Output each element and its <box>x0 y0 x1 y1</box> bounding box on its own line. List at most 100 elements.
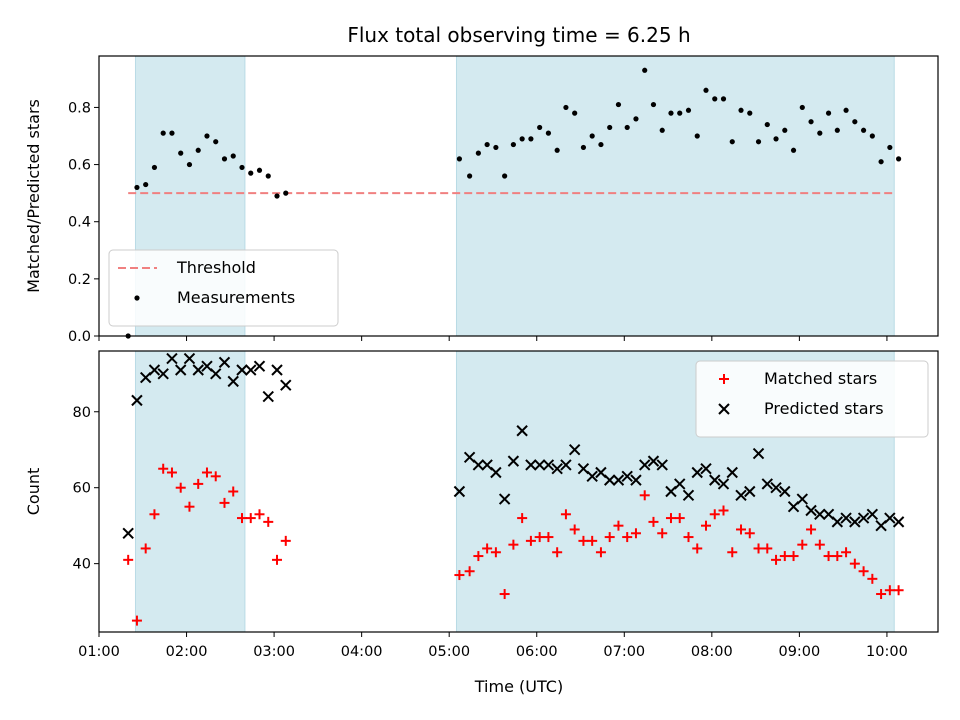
data-point <box>580 144 587 151</box>
x-b <box>271 364 283 376</box>
y-tick-label: 0.6 <box>68 158 91 174</box>
data-point <box>736 524 747 535</box>
data-point <box>204 133 210 139</box>
plot-frame <box>98 350 939 633</box>
x-b <box>280 379 292 391</box>
x-tick-label: 05:00 <box>428 644 470 660</box>
data-point <box>650 101 657 108</box>
y-tick-label: 0.4 <box>68 215 91 231</box>
series-matched-stars <box>123 463 904 626</box>
x-tick-label: 07:00 <box>603 644 645 660</box>
y-axis-label: Matched/Predicted stars <box>24 99 43 293</box>
data-point <box>551 463 563 475</box>
x-tick-label: 02:00 <box>166 644 208 660</box>
data-point <box>230 153 236 159</box>
data-point <box>166 467 177 478</box>
data-point <box>799 104 805 111</box>
data-point <box>755 139 762 145</box>
data-point <box>545 130 552 136</box>
data-point <box>484 141 490 148</box>
data-point <box>869 133 875 139</box>
x-b <box>175 364 187 376</box>
data-point <box>157 368 169 380</box>
data-point <box>475 150 481 156</box>
data-point <box>482 543 493 554</box>
data-point <box>852 119 858 125</box>
data-point <box>219 497 230 508</box>
data-point <box>502 173 508 179</box>
y-tick-label: 60 <box>73 481 91 497</box>
data-point <box>148 364 161 376</box>
y-tick-label: 0.8 <box>68 100 91 116</box>
data-point <box>841 547 852 558</box>
x-b <box>253 360 266 372</box>
top-panel: 0.0 0.2 0.4 0.6 0.8 Matched/Predicted stars Th… <box>24 55 939 345</box>
data-point <box>677 110 683 116</box>
x-b <box>166 352 178 365</box>
data-point <box>612 474 625 486</box>
data-point <box>472 459 485 471</box>
data-point <box>790 147 797 153</box>
data-point <box>253 360 266 372</box>
data-point <box>490 547 501 558</box>
data-point <box>744 485 756 498</box>
data-point <box>525 459 537 471</box>
data-point <box>169 130 175 136</box>
data-point <box>213 139 219 145</box>
data-point <box>892 516 905 528</box>
y-tick-label: 0.2 <box>68 272 91 288</box>
x-b <box>560 459 572 471</box>
x-b <box>892 516 905 528</box>
data-point <box>603 474 616 486</box>
data-point <box>517 513 528 524</box>
data-point <box>166 352 178 365</box>
x-b <box>805 504 817 517</box>
x-b <box>551 463 563 475</box>
data-point <box>586 470 598 483</box>
data-point <box>817 130 823 136</box>
data-point <box>563 104 569 111</box>
x-b <box>866 508 879 520</box>
data-point <box>186 161 193 168</box>
data-point <box>896 156 902 162</box>
data-point <box>692 543 703 554</box>
data-point <box>771 554 782 565</box>
data-point <box>140 543 151 554</box>
legend-label: Threshold <box>176 258 256 277</box>
data-point <box>849 516 861 528</box>
x-b <box>840 512 852 524</box>
data-point <box>490 466 502 479</box>
x-b <box>717 478 730 490</box>
data-point <box>761 478 773 490</box>
data-point <box>195 147 201 153</box>
x-b <box>157 368 169 380</box>
data-point <box>744 528 755 539</box>
x-b <box>761 478 773 490</box>
data-point <box>893 585 904 596</box>
x-b <box>490 466 502 479</box>
legend-entry: Measurements <box>134 288 295 307</box>
data-point <box>528 136 534 142</box>
data-point <box>659 127 665 133</box>
shaded-interval-1 <box>134 350 246 633</box>
data-point <box>613 520 624 531</box>
legend-label: Predicted stars <box>764 399 884 418</box>
data-point <box>151 164 158 171</box>
data-point <box>598 141 604 148</box>
data-point <box>607 124 613 131</box>
data-point <box>542 459 555 471</box>
series-predicted-stars <box>122 352 905 539</box>
data-point <box>578 535 589 546</box>
data-point <box>843 107 849 113</box>
data-point <box>122 527 134 539</box>
data-point <box>236 364 248 376</box>
data-point <box>814 539 825 550</box>
x-b <box>691 466 703 479</box>
legend-label: Matched stars <box>764 369 877 388</box>
x-b <box>577 463 590 475</box>
data-point <box>683 532 694 543</box>
x-b <box>262 390 274 403</box>
x-b <box>131 394 143 407</box>
data-point <box>245 513 256 524</box>
data-point <box>700 520 711 531</box>
